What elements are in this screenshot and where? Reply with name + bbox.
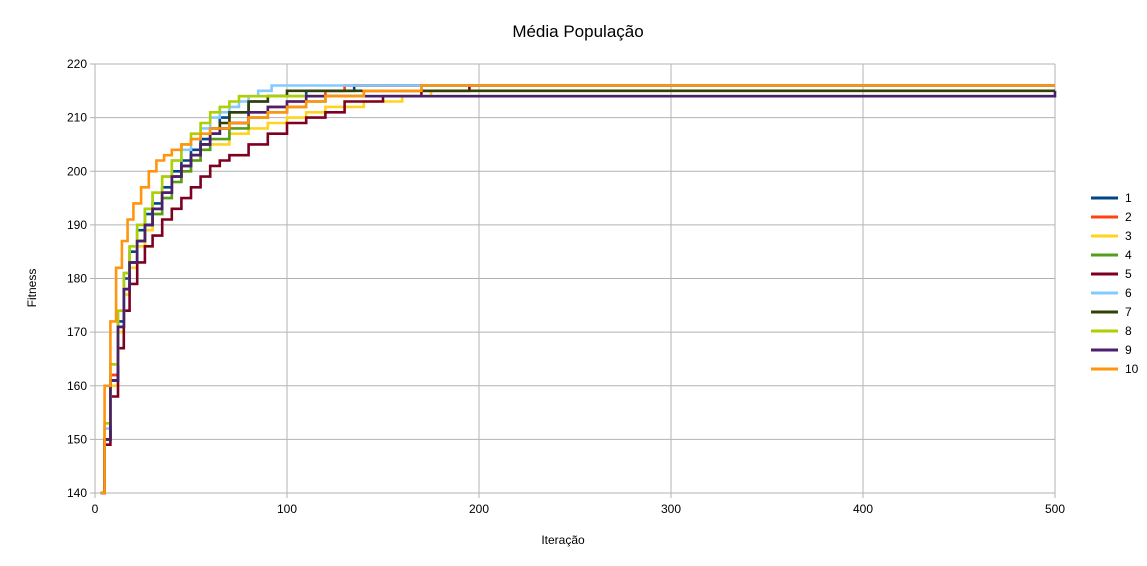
series-line-3: [100, 89, 1055, 495]
x-tick-label: 500: [1045, 502, 1065, 516]
series-line-1: [100, 84, 1055, 495]
chart-title: Média População: [512, 22, 643, 41]
series-line-4: [100, 84, 1055, 495]
series-line-10: [100, 84, 1055, 495]
y-tick-label: 210: [67, 111, 87, 125]
series-layer: [100, 84, 1057, 495]
y-tick-label: 180: [67, 272, 87, 286]
legend-label-10: 10: [1125, 362, 1139, 376]
legend: 1 2 3 4 5 6 7 8 9 10: [1091, 191, 1139, 376]
legend-label-8: 8: [1125, 324, 1132, 338]
legend-label-6: 6: [1125, 286, 1132, 300]
series-line-9: [100, 90, 1057, 495]
legend-label-1: 1: [1125, 191, 1132, 205]
y-tick-label: 170: [67, 325, 87, 339]
x-tick-label: 100: [277, 502, 297, 516]
x-tick-label: 300: [661, 502, 681, 516]
x-tick-label: 0: [92, 502, 99, 516]
legend-label-4: 4: [1125, 248, 1132, 262]
grid: [94, 63, 1056, 494]
legend-label-7: 7: [1125, 305, 1132, 319]
y-tick-label: 160: [67, 379, 87, 393]
series-line-2: [100, 84, 1055, 495]
legend-label-5: 5: [1125, 267, 1132, 281]
y-axis-label: Fitness: [25, 269, 39, 308]
series-line-7: [100, 89, 1055, 495]
x-tick-label: 200: [469, 502, 489, 516]
legend-label-2: 2: [1125, 210, 1132, 224]
y-tick-label: 220: [67, 57, 87, 71]
axes: 140 150 160 170 180 190 200 210 220 0 100 200 300 400…: [67, 57, 1065, 516]
y-tick-label: 140: [67, 486, 87, 500]
y-tick-label: 150: [67, 432, 87, 446]
x-tick-label: 400: [853, 502, 873, 516]
series-line-5: [100, 84, 1055, 495]
series-line-8: [100, 94, 1055, 495]
y-tick-label: 200: [67, 164, 87, 178]
legend-label-3: 3: [1125, 229, 1132, 243]
x-axis-label: Iteração: [541, 533, 585, 547]
y-tick-label: 190: [67, 218, 87, 232]
series-line-6: [100, 84, 1055, 495]
legend-label-9: 9: [1125, 343, 1132, 357]
